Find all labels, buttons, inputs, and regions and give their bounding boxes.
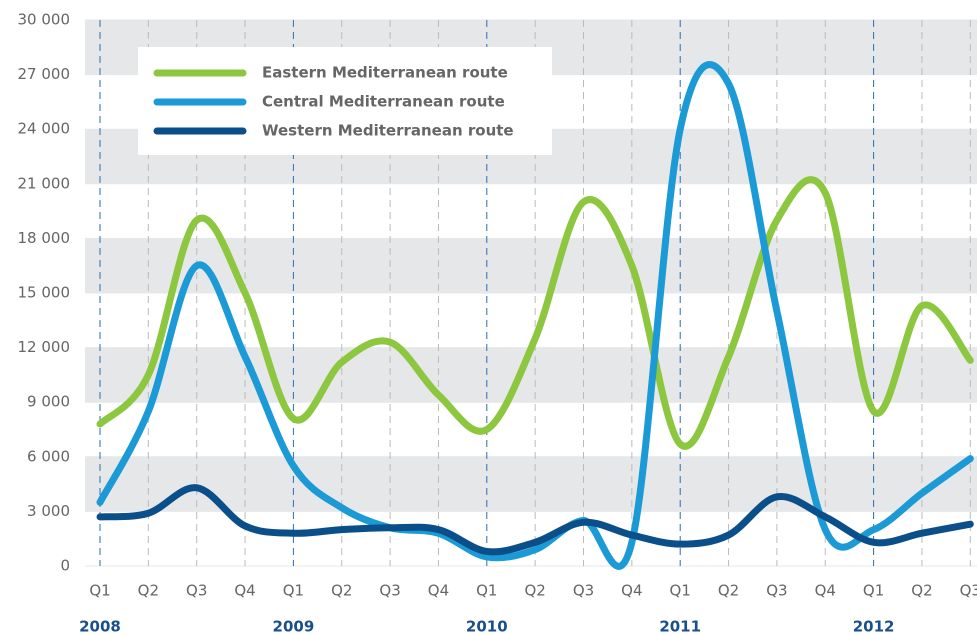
x-tick-label: Q2	[524, 582, 545, 600]
x-tick-label: Q3	[573, 582, 594, 600]
x-tick-label: Q1	[670, 582, 691, 600]
x-tick-label: Q3	[766, 582, 787, 600]
x-tick-label: Q2	[331, 582, 352, 600]
y-tick-label: 30 000	[18, 11, 71, 29]
year-label: 2010	[466, 618, 508, 635]
x-tick-label: Q1	[89, 582, 110, 600]
x-tick-label: Q3	[960, 582, 977, 600]
x-tick-label: Q4	[815, 582, 836, 600]
year-label: 2008	[79, 618, 121, 635]
y-tick-label: 0	[60, 557, 70, 575]
legend-label: Central Mediterranean route	[262, 93, 505, 111]
year-label: 2011	[659, 618, 701, 635]
line-series	[96, 484, 974, 556]
legend-label: Eastern Mediterranean route	[262, 64, 508, 82]
line-series	[96, 176, 974, 450]
x-tick-label: Q2	[718, 582, 739, 600]
x-tick-label: Q2	[138, 582, 159, 600]
x-tick-label: Q1	[476, 582, 497, 600]
y-tick-label: 18 000	[18, 229, 71, 247]
x-tick-label: Q2	[911, 582, 932, 600]
y-tick-label: 9 000	[27, 393, 70, 411]
grid-band	[85, 456, 977, 512]
x-tick-label: Q3	[379, 582, 400, 600]
y-tick-label: 21 000	[18, 174, 71, 192]
y-tick-label: 12 000	[18, 338, 71, 356]
y-tick-label: 3 000	[27, 502, 70, 520]
x-tick-label: Q3	[186, 582, 207, 600]
x-tick-label: Q1	[863, 582, 884, 600]
legend-label: Western Mediterranean route	[262, 122, 514, 140]
x-tick-label: Q1	[283, 582, 304, 600]
x-tick-label: Q4	[234, 582, 255, 600]
y-tick-label: 24 000	[18, 120, 71, 138]
year-label: 2009	[273, 618, 315, 635]
y-tick-label: 27 000	[18, 65, 71, 83]
x-tick-label: Q4	[621, 582, 642, 600]
y-tick-label: 6 000	[27, 447, 70, 465]
y-tick-label: 15 000	[18, 284, 71, 302]
year-label: 2012	[853, 618, 895, 635]
x-tick-label: Q4	[428, 582, 449, 600]
